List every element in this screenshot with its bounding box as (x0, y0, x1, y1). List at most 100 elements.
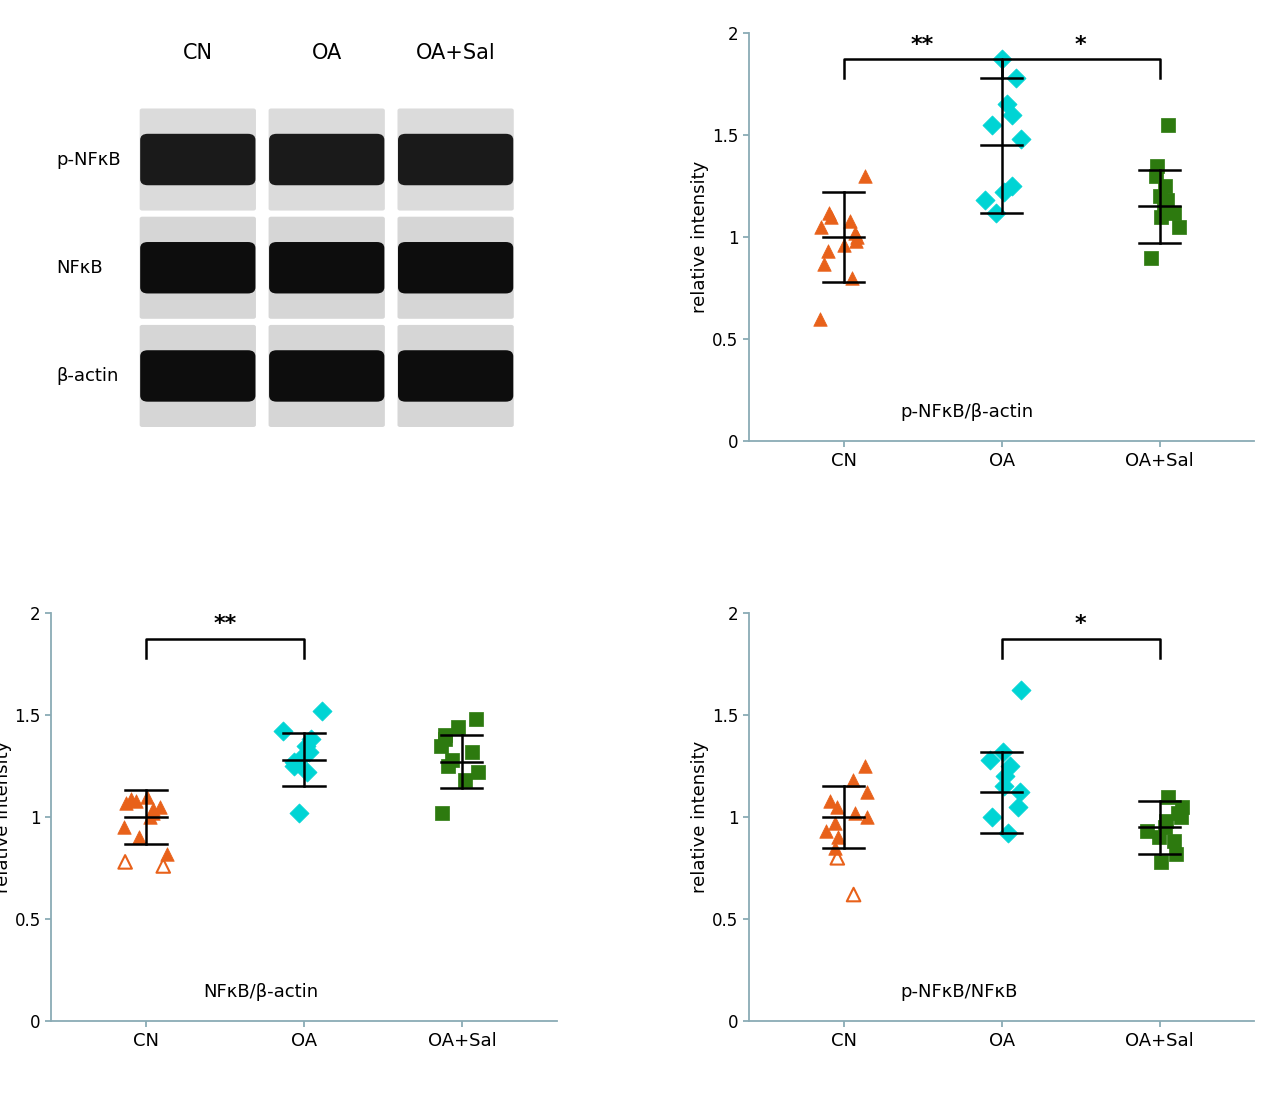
Point (827, 849, 847, 866)
Point (1158, 787, 1179, 805)
Text: **: ** (214, 615, 237, 635)
Point (820, 208, 841, 225)
Point (1151, 208, 1171, 225)
Point (1171, 798, 1192, 816)
Point (1157, 116, 1178, 134)
Y-axis label: relative intensity: relative intensity (0, 741, 12, 893)
Point (1170, 808, 1190, 826)
Point (1169, 219, 1189, 236)
Point (467, 763, 488, 781)
Text: β-actin: β-actin (56, 367, 119, 385)
FancyBboxPatch shape (398, 242, 513, 293)
Text: p-NFκB: p-NFκB (56, 150, 120, 168)
FancyBboxPatch shape (140, 325, 256, 427)
FancyBboxPatch shape (398, 350, 513, 402)
Point (283, 753, 303, 771)
Text: *: * (1075, 34, 1087, 55)
Point (289, 804, 310, 821)
Point (855, 167, 876, 184)
Point (1001, 177, 1021, 194)
Point (1011, 131, 1032, 148)
Text: *: * (1075, 615, 1087, 635)
Point (1148, 829, 1169, 847)
FancyBboxPatch shape (141, 350, 256, 402)
Point (810, 310, 831, 327)
Point (828, 829, 849, 847)
Point (1007, 798, 1028, 816)
Point (997, 825, 1018, 842)
Point (430, 737, 451, 754)
FancyBboxPatch shape (269, 134, 384, 186)
FancyBboxPatch shape (398, 109, 513, 211)
FancyBboxPatch shape (398, 134, 513, 186)
Point (982, 116, 1002, 134)
Point (993, 743, 1014, 761)
Point (833, 236, 854, 254)
Text: OA: OA (311, 43, 342, 64)
Point (845, 224, 865, 242)
Point (311, 702, 332, 719)
Point (137, 787, 157, 805)
Point (842, 269, 863, 287)
Point (142, 804, 163, 821)
FancyBboxPatch shape (140, 216, 256, 318)
Point (143, 800, 164, 818)
Point (1147, 167, 1167, 184)
Point (296, 737, 316, 754)
FancyBboxPatch shape (269, 350, 384, 402)
Point (858, 784, 878, 802)
Point (844, 886, 864, 904)
Point (150, 798, 170, 816)
Point (818, 243, 838, 260)
Point (1010, 682, 1030, 699)
FancyBboxPatch shape (269, 216, 385, 318)
Point (157, 845, 178, 863)
Point (982, 808, 1002, 826)
Point (1164, 832, 1184, 850)
Text: **: ** (911, 34, 934, 55)
Point (820, 792, 841, 809)
Point (817, 822, 837, 840)
FancyBboxPatch shape (269, 109, 385, 211)
FancyBboxPatch shape (398, 325, 513, 427)
Text: NFκB: NFκB (56, 259, 102, 277)
Point (979, 751, 1000, 769)
Point (298, 743, 319, 761)
Point (986, 204, 1006, 222)
Text: CN: CN (183, 43, 212, 64)
Point (129, 829, 150, 847)
Point (842, 772, 863, 789)
Point (114, 818, 134, 836)
Text: p-NFκB/β-actin: p-NFκB/β-actin (901, 403, 1034, 421)
Point (1140, 249, 1161, 267)
Point (293, 747, 314, 764)
Point (122, 789, 142, 807)
Point (840, 212, 860, 229)
Point (1155, 177, 1175, 194)
Point (154, 858, 174, 875)
Point (1000, 758, 1020, 775)
Point (824, 839, 845, 856)
Point (1156, 813, 1176, 830)
Point (1002, 105, 1023, 123)
Point (435, 727, 456, 744)
Text: OA+Sal: OA+Sal (416, 43, 495, 64)
Point (855, 758, 876, 775)
Point (284, 758, 305, 775)
FancyBboxPatch shape (398, 216, 513, 318)
Point (1149, 188, 1170, 205)
Point (846, 228, 867, 246)
FancyBboxPatch shape (141, 134, 256, 186)
Point (454, 772, 475, 789)
Point (856, 808, 877, 826)
Point (819, 204, 840, 222)
Point (115, 853, 136, 871)
FancyBboxPatch shape (141, 242, 256, 293)
Point (1151, 853, 1171, 871)
Point (1010, 784, 1030, 802)
Point (297, 763, 317, 781)
Point (997, 96, 1018, 113)
Point (1155, 198, 1175, 215)
Text: NFκB/β-actin: NFκB/β-actin (202, 983, 317, 1000)
Point (995, 768, 1015, 785)
